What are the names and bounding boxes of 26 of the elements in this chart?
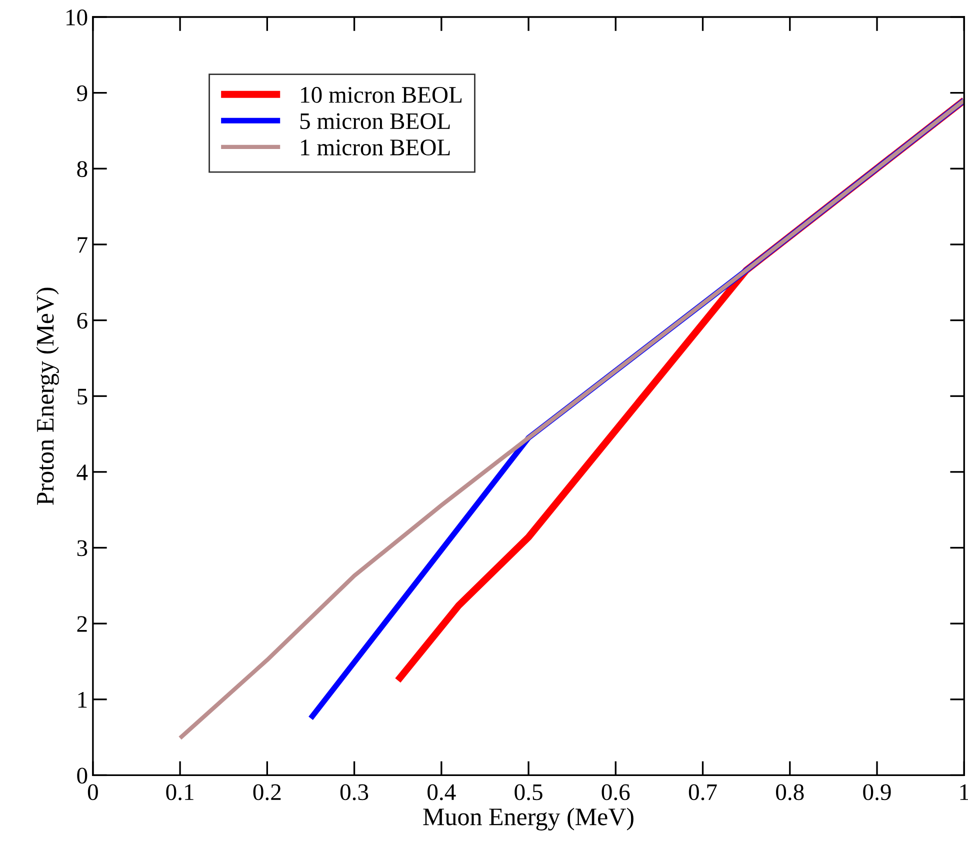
y-tick-label: 2 (77, 616, 87, 632)
x-tick-label: 0 (88, 784, 98, 800)
y-tick-label: 8 (77, 161, 88, 178)
y-tick-label: 5 (78, 388, 88, 405)
y-tick-label: 9 (77, 85, 88, 102)
y-tick-label: 1 (78, 692, 87, 708)
x-tick-label: 0.9 (863, 784, 891, 800)
y-tick-label: 10 (66, 9, 88, 26)
x-tick-label: 0.1 (166, 784, 194, 800)
x-tick-label: 0.7 (688, 784, 717, 800)
y-tick-label: 0 (77, 768, 88, 784)
x-tick-label: 0.4 (428, 784, 456, 800)
x-tick-label: 0.3 (340, 784, 368, 800)
x-tick-label: 0.8 (776, 784, 804, 800)
y-tick-label: 4 (76, 464, 88, 480)
x-tick-label: 0.6 (602, 784, 630, 800)
y-tick-label: 7 (78, 237, 88, 253)
y-axis-title: Proton Energy (MeV) (36, 288, 59, 505)
x-axis-title: Muon Energy (MeV) (423, 808, 634, 830)
legend-label: 10 micron BEOL (301, 86, 462, 103)
x-tick-label: 0.5 (514, 784, 542, 800)
y-tick-label: 6 (77, 312, 88, 329)
legend-label: 1 micron BEOL (301, 140, 450, 156)
x-tick-label: 0.2 (253, 784, 281, 800)
y-tick-label: 3 (77, 540, 88, 556)
legend-label: 5 micron BEOL (300, 113, 450, 130)
